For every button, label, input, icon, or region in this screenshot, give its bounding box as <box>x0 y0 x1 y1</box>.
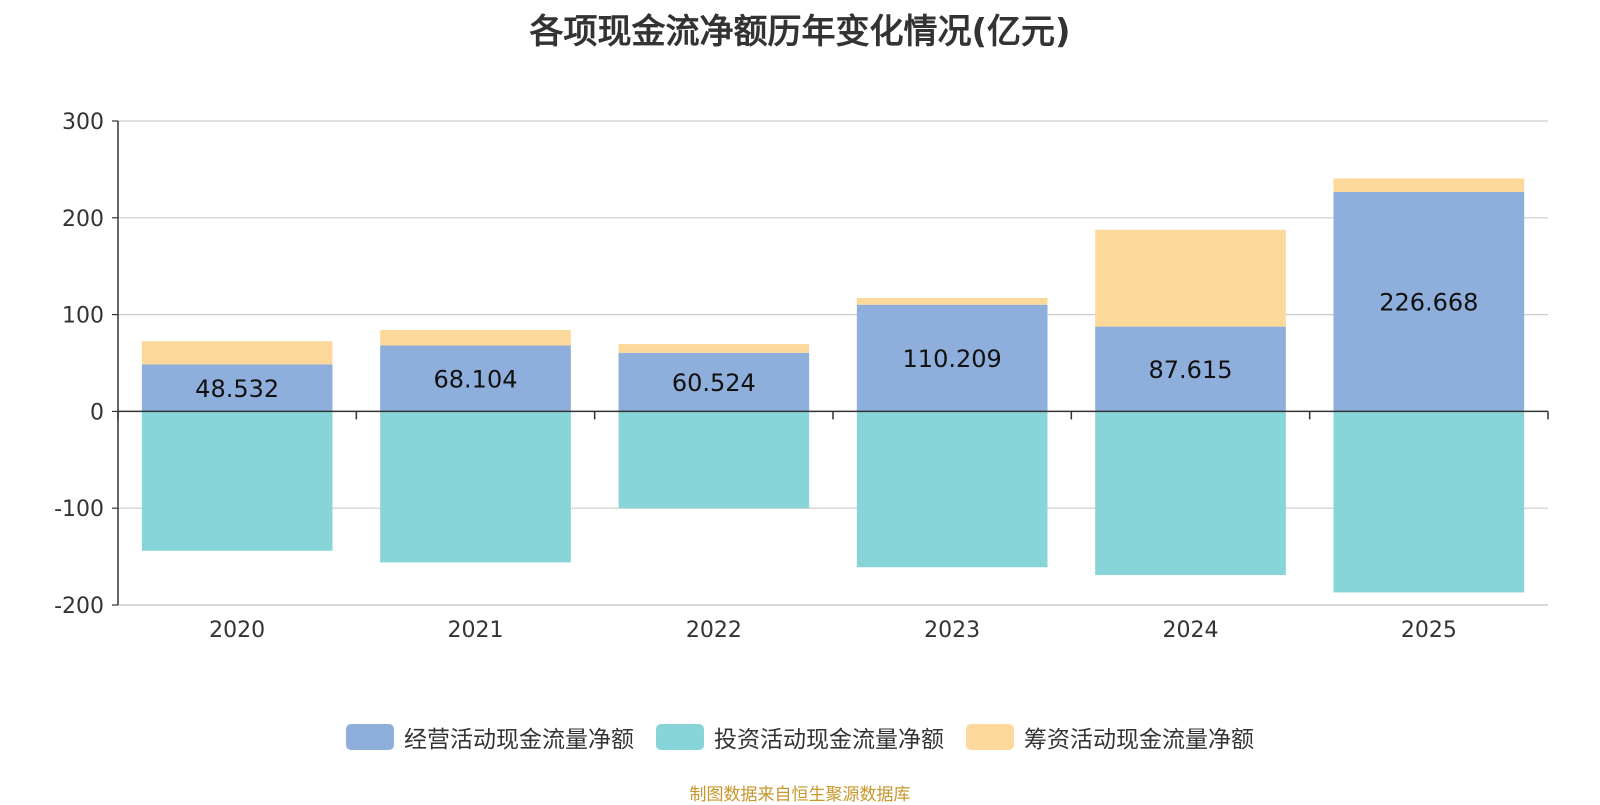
y-tick-label: -100 <box>54 497 104 522</box>
bar-series1-2025 <box>1333 411 1525 593</box>
bar-series2-2020 <box>141 341 333 365</box>
bar-series0-2022 <box>618 352 810 412</box>
legend: 经营活动现金流量净额 投资活动现金流量净额 筹资活动现金流量净额 <box>0 720 1600 754</box>
bar-series0-2025 <box>1333 191 1525 412</box>
bar-series2-2021 <box>380 329 571 346</box>
bar-series1-2024 <box>1095 411 1286 575</box>
x-tick-label: 2021 <box>448 618 504 643</box>
legend-item-2[interactable]: 筹资活动现金流量净额 <box>966 720 1254 754</box>
bar-series0-2020 <box>141 364 333 412</box>
bar-series0-2023 <box>856 304 1048 412</box>
bar-series1-2020 <box>141 411 333 551</box>
data-labels: 48.532 68.104 60.524 110.209 87.615 226.668 <box>195 289 1478 403</box>
x-tick-label: 2020 <box>209 618 265 643</box>
legend-swatch <box>346 724 394 750</box>
data-label: 48.532 <box>195 375 279 403</box>
bar-series0-2021 <box>380 345 571 412</box>
data-label: 226.668 <box>1379 289 1478 317</box>
bar-series1-2023 <box>856 411 1048 568</box>
source-note: 制图数据来自恒生聚源数据库 <box>689 785 911 805</box>
bar-series0-2024 <box>1095 326 1286 412</box>
bar-series2-2025 <box>1333 178 1525 192</box>
legend-item-1[interactable]: 投资活动现金流量净额 <box>656 720 944 754</box>
bar-series1-2022 <box>618 411 810 509</box>
legend-swatch <box>656 724 704 750</box>
bar-series2-2023 <box>856 297 1048 305</box>
x-tick-label: 2025 <box>1401 618 1457 643</box>
legend-label: 投资活动现金流量净额 <box>714 727 944 753</box>
y-tick-label: 300 <box>62 110 104 135</box>
x-tick-label: 2024 <box>1163 618 1219 643</box>
bar-series1-2021 <box>380 411 571 563</box>
bars <box>141 178 1525 593</box>
bar-series2-2024 <box>1095 229 1286 327</box>
x-tick-label: 2023 <box>924 618 980 643</box>
y-tick-label: 200 <box>62 207 104 232</box>
data-label: 68.104 <box>434 365 518 393</box>
gridlines <box>118 120 1548 606</box>
legend-swatch <box>966 724 1014 750</box>
chart-title: 各项现金流净额历年变化情况(亿元) <box>529 12 1071 52</box>
y-tick-label: 100 <box>62 304 104 329</box>
legend-label: 经营活动现金流量净额 <box>404 727 634 753</box>
data-label: 60.524 <box>672 369 756 397</box>
y-tick-label: 0 <box>90 400 104 425</box>
legend-label: 筹资活动现金流量净额 <box>1024 727 1254 753</box>
axes: 300 200 100 0 -100 -200 2020 2021 2022 2023 2024 20… <box>54 110 1549 643</box>
legend-item-0[interactable]: 经营活动现金流量净额 <box>346 720 634 754</box>
bar-series2-2022 <box>618 344 810 353</box>
data-label: 110.209 <box>903 345 1002 373</box>
data-label: 87.615 <box>1149 356 1233 384</box>
y-tick-label: -200 <box>54 594 104 619</box>
x-tick-label: 2022 <box>686 618 742 643</box>
